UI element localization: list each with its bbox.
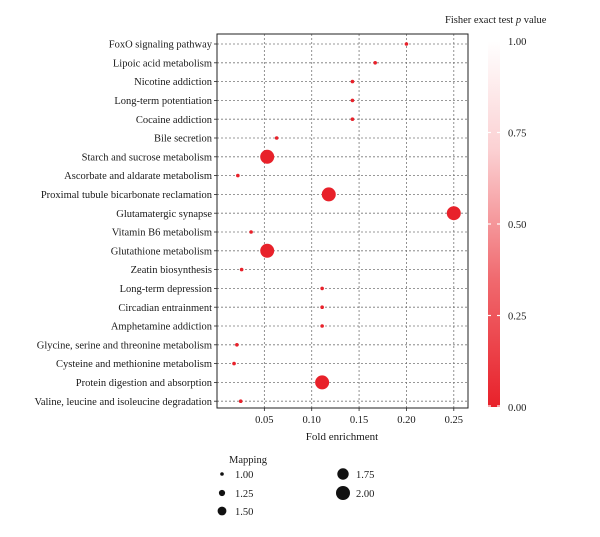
data-points [232,42,461,404]
size-legend-label: 1.00 [235,470,253,481]
data-point [446,206,461,221]
data-point [350,98,355,103]
y-tick-label: Ascorbate and aldarate metabolism [64,171,212,182]
y-tick-label: Zeatin biosynthesis [131,265,212,276]
colorbar: Fisher exact test p value 1.00 0.75 0.50 0.… [445,15,547,414]
plot-frame [216,33,469,409]
y-tick-label: Glutamatergic synapse [116,209,212,220]
size-legend-label: 1.50 [235,507,253,518]
data-point [320,305,324,310]
x-tick-label: 0.10 [303,415,321,426]
colorbar-ticks: 1.00 0.75 0.50 0.25 0.00 [488,37,526,414]
data-point [235,343,239,347]
colorbar-tick-label: 0.00 [508,403,526,414]
data-point [320,286,324,291]
y-tick-label: FoxO signaling pathway [109,40,213,51]
colorbar-tick-label: 0.50 [508,220,526,231]
colorbar-tick-label: 1.00 [508,37,526,48]
y-tick-label: Protein digestion and absorption [76,378,213,389]
data-point [238,399,243,404]
y-tick-label: Cysteine and methionine metabolism [56,359,212,370]
size-legend-items: 1.00 1.25 1.50 1.75 2.00 [217,468,374,518]
colorbar-title: Fisher exact test p value [445,15,547,26]
size-legend-swatch [336,486,350,500]
x-axis-title: Fold enrichment [306,431,378,443]
y-axis-labels: FoxO signaling pathway Lipoic acid metabo… [34,40,217,408]
data-point [373,61,377,65]
x-tick-label: 0.25 [445,415,463,426]
data-point [232,361,236,366]
colorbar-tick-label: 0.75 [508,129,526,140]
data-point [321,187,336,202]
size-legend-swatch [220,472,224,476]
y-tick-label: Glycine, serine and threonine metabolism [37,340,212,351]
size-legend-swatch [337,468,349,480]
size-legend-title: Mapping [229,455,268,466]
data-point [239,267,244,272]
y-tick-label: Valine, leucine and isoleucine degradati… [34,397,212,408]
data-point [350,79,355,84]
grid-lines [217,34,468,408]
y-tick-label: Vitamin B6 metabolism [112,228,212,239]
x-tick-label: 0.15 [350,415,368,426]
y-tick-label: Proximal tubule bicarbonate reclamation [41,190,213,201]
colorbar-tick-label: 0.25 [508,312,526,323]
data-point [315,375,330,390]
y-tick-label: Amphetamine addiction [111,322,213,333]
size-legend-swatch [217,506,227,516]
colorbar-title-part: value [521,15,547,26]
y-tick-label: Lipoic acid metabolism [113,58,212,69]
data-point [350,117,355,121]
y-tick-label: Cocaine addiction [136,115,213,126]
size-legend-label: 2.00 [356,489,374,500]
x-axis-ticks: 0.05 0.10 0.15 0.20 0.25 [255,408,463,426]
data-point [260,149,275,164]
data-point [249,230,253,234]
y-tick-label: Nicotine addiction [134,77,213,88]
colorbar-title-p: p [515,15,521,26]
y-tick-label: Long-term potentiation [114,96,212,107]
x-tick-label: 0.20 [397,415,415,426]
size-legend-label: 1.75 [356,470,374,481]
y-tick-label: Bile secretion [154,134,213,145]
y-tick-label: Circadian entrainment [118,303,212,314]
y-tick-label: Glutathione metabolism [111,246,212,257]
data-point [236,173,240,178]
size-legend-swatch [218,489,226,497]
size-legend: Mapping 1.00 1.25 1.50 1.75 2.00 [217,455,374,518]
x-tick-label: 0.05 [255,415,273,426]
y-tick-label: Long-term depression [120,284,213,295]
data-point [274,136,279,140]
data-point [320,324,324,328]
colorbar-title-part: Fisher exact test [445,15,516,26]
data-point [404,42,409,46]
size-legend-label: 1.25 [235,489,253,500]
data-point [260,243,275,258]
y-tick-label: Starch and sucrose metabolism [82,152,212,163]
